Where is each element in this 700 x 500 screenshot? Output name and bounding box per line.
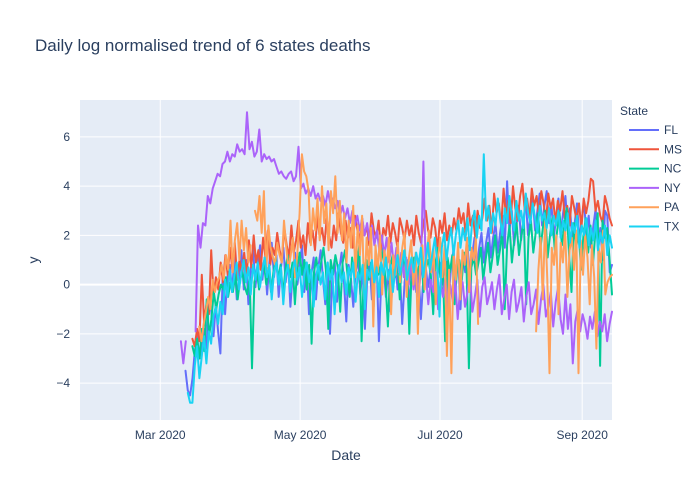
legend-item-nc[interactable]: NC bbox=[629, 162, 682, 176]
legend-item-fl[interactable]: FL bbox=[629, 123, 678, 137]
legend-label: NC bbox=[664, 162, 682, 176]
x-axis-title: Date bbox=[331, 447, 361, 463]
legend-item-ny[interactable]: NY bbox=[629, 181, 681, 195]
y-tick-label: 0 bbox=[63, 278, 70, 292]
legend-label: FL bbox=[664, 123, 678, 137]
legend-item-tx[interactable]: TX bbox=[629, 220, 679, 234]
legend-label: MS bbox=[664, 142, 682, 156]
y-tick-label: 6 bbox=[63, 130, 70, 144]
legend[interactable]: FL MS NC NY PA TX bbox=[629, 123, 682, 234]
legend-label: PA bbox=[664, 200, 679, 214]
y-tick-label: 2 bbox=[63, 228, 70, 242]
legend-item-pa[interactable]: PA bbox=[629, 200, 679, 214]
series-line-tx bbox=[186, 153, 613, 404]
y-axis-title: y bbox=[25, 257, 41, 264]
x-tick-label: Mar 2020 bbox=[135, 428, 186, 442]
legend-label: NY bbox=[664, 181, 681, 195]
legend-item-ms[interactable]: MS bbox=[629, 142, 682, 156]
series-line-ms bbox=[191, 177, 613, 348]
y-tick-label: 4 bbox=[63, 179, 70, 193]
chart-title: Daily log normalised trend of 6 states d… bbox=[35, 36, 370, 55]
legend-title: State bbox=[620, 104, 648, 118]
x-tick-label: Sep 2020 bbox=[556, 428, 608, 442]
x-tick-label: May 2020 bbox=[274, 428, 327, 442]
x-tick-label: Jul 2020 bbox=[417, 428, 463, 442]
y-tick-label: −4 bbox=[56, 376, 70, 390]
axis-ticks: −4 −2 0 2 4 6 Mar 2020 May 2020 Jul 2020 Sep 2020 bbox=[56, 130, 608, 442]
legend-label: TX bbox=[664, 220, 679, 234]
y-tick-label: −2 bbox=[56, 327, 70, 341]
series-layer bbox=[179, 111, 613, 404]
